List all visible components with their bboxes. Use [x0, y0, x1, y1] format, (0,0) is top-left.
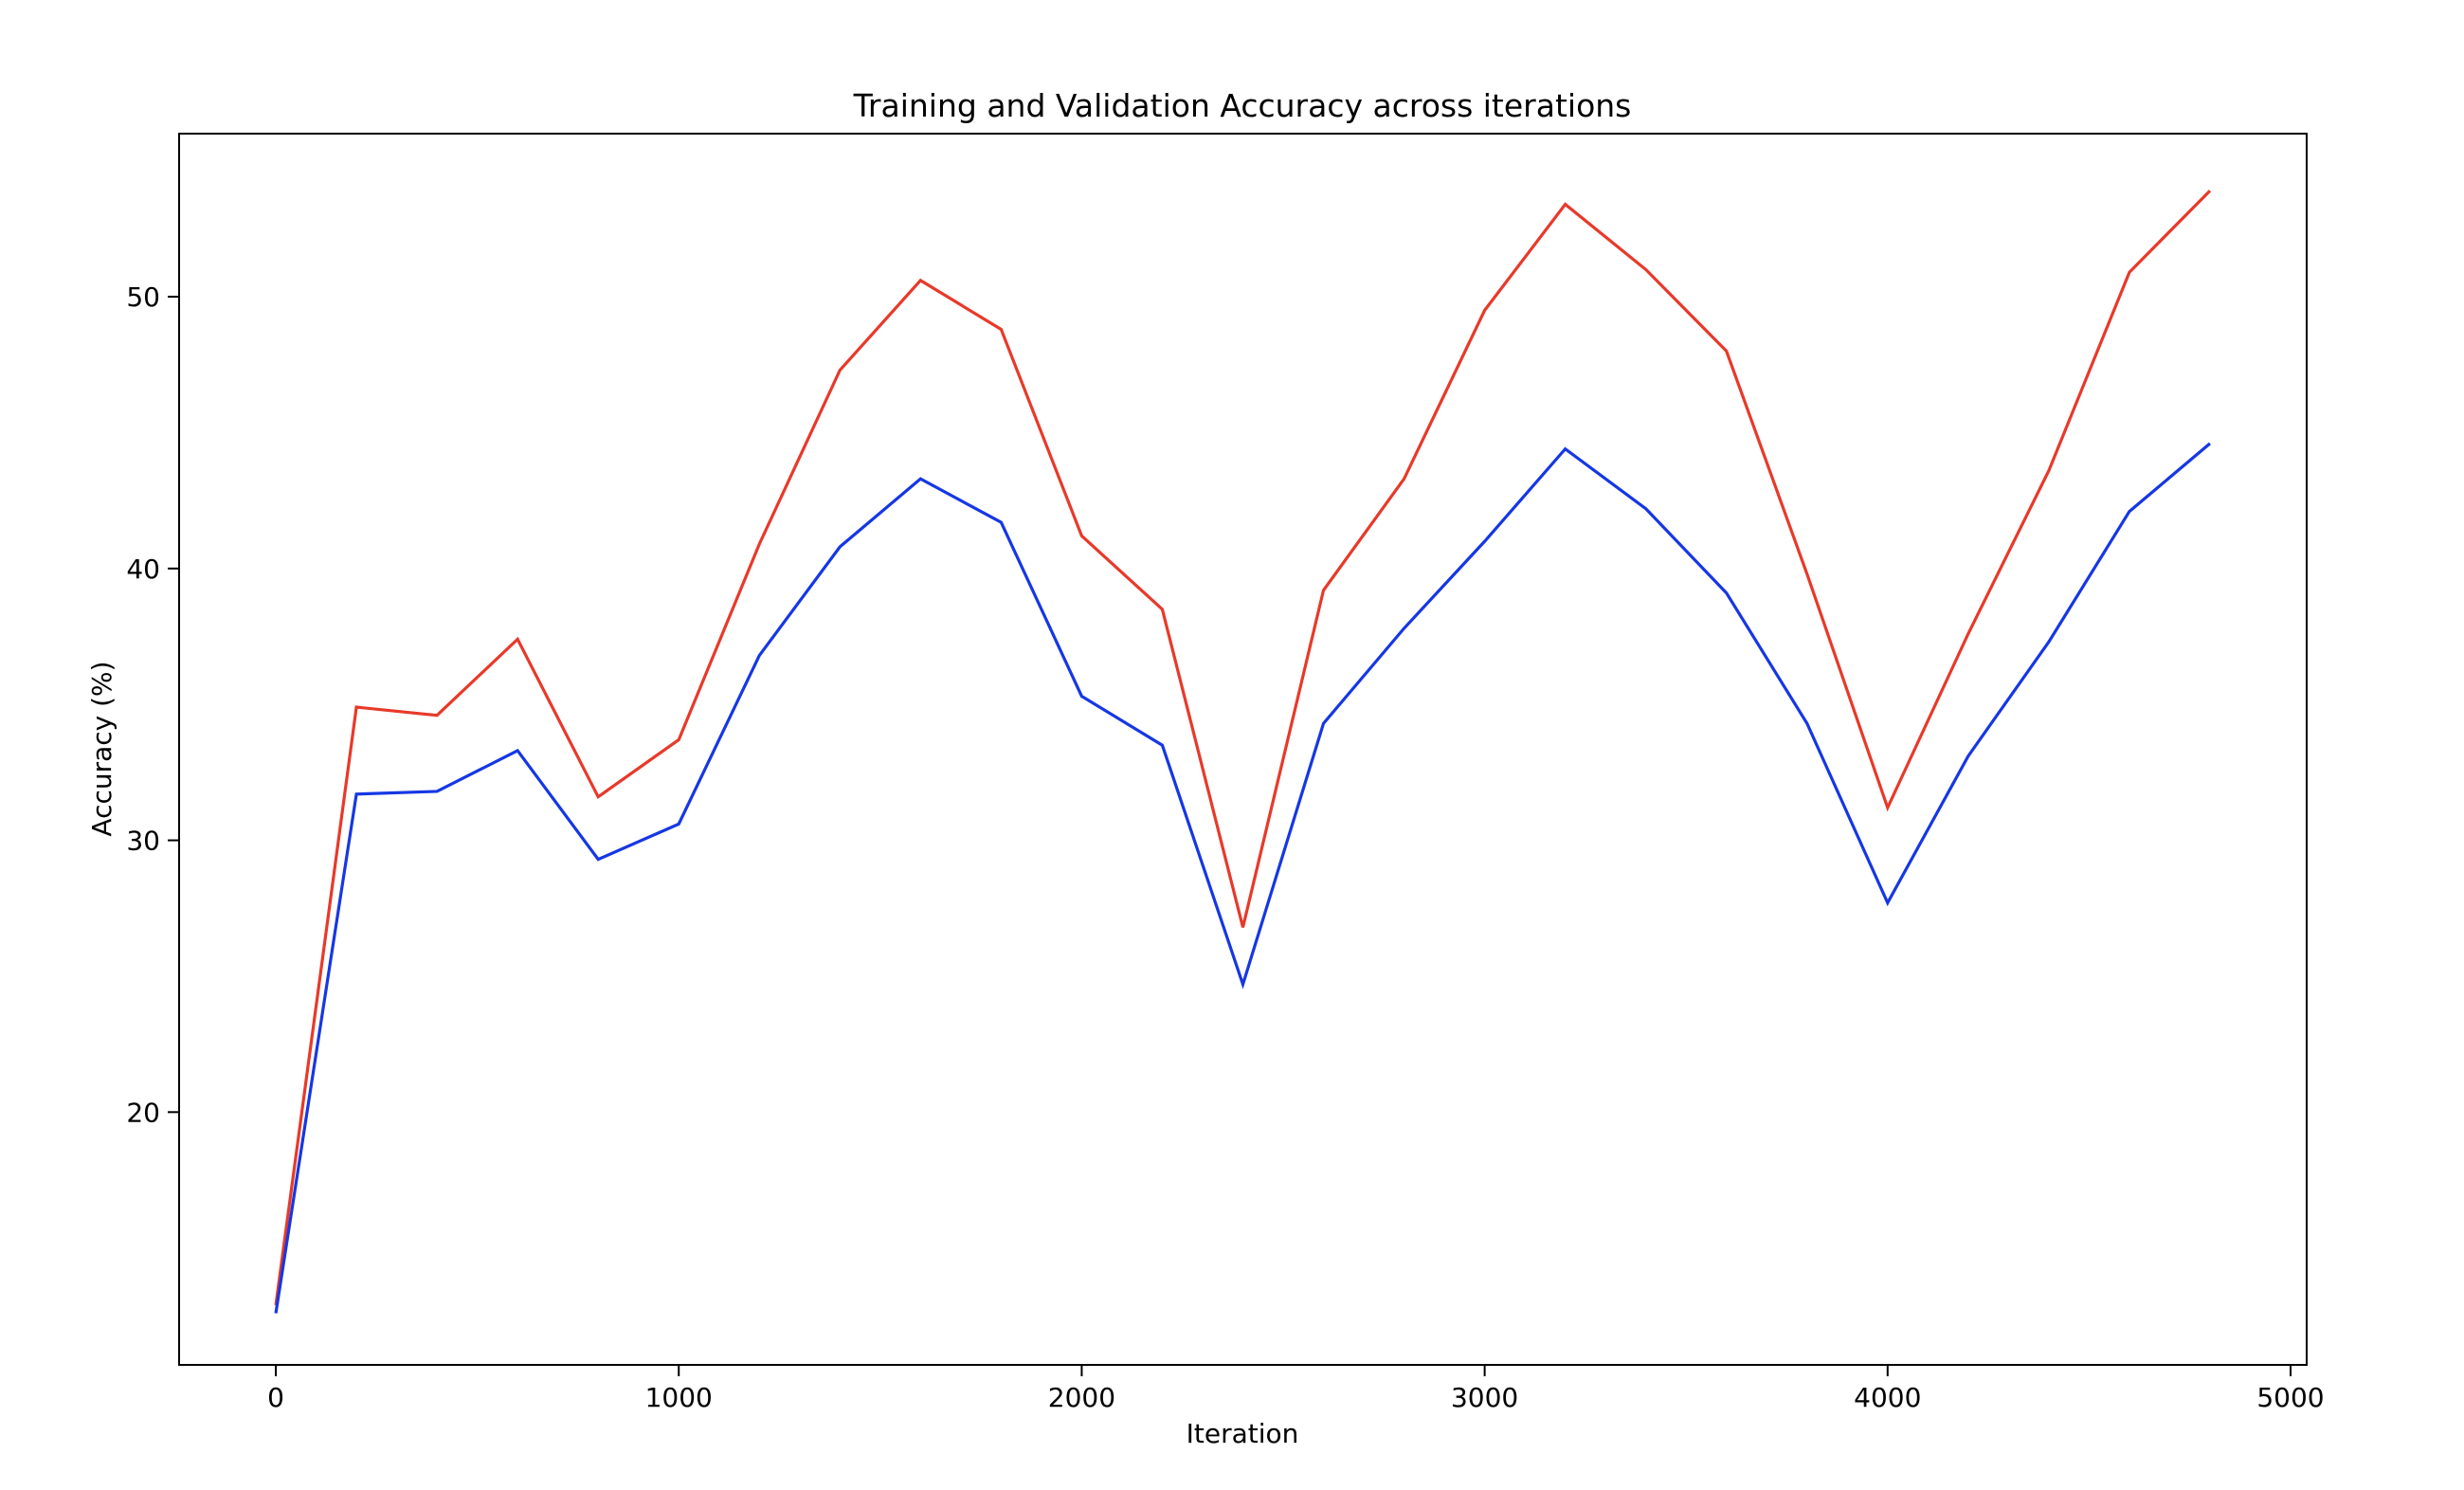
x-axis-label: Iteration	[1187, 1418, 1299, 1449]
y-axis-ticks: 20 30 40 50	[126, 282, 179, 1128]
y-axis-label: Accuracy (%)	[86, 661, 118, 836]
x-tick-label: 2000	[1048, 1382, 1115, 1413]
x-tick-label: 3000	[1451, 1382, 1518, 1413]
x-tick-label: 0	[267, 1382, 284, 1413]
y-tick-label: 40	[126, 554, 160, 585]
x-tick-label: 4000	[1854, 1382, 1921, 1413]
y-tick-label: 30	[126, 826, 160, 857]
series-line-2	[274, 442, 2211, 1314]
x-tick-label: 5000	[2256, 1382, 2324, 1413]
y-tick-label: 20	[126, 1097, 160, 1128]
series-line-1	[274, 190, 2212, 1306]
x-axis-ticks: 0 1000 2000 3000 4000 5000	[267, 1365, 2325, 1413]
series-layer	[274, 190, 2212, 1314]
plot-frame	[178, 133, 2308, 1366]
x-tick-label: 1000	[645, 1382, 713, 1413]
chart-title: Training and Validation Accuracy across …	[853, 87, 1632, 124]
y-tick-label: 50	[126, 282, 160, 313]
